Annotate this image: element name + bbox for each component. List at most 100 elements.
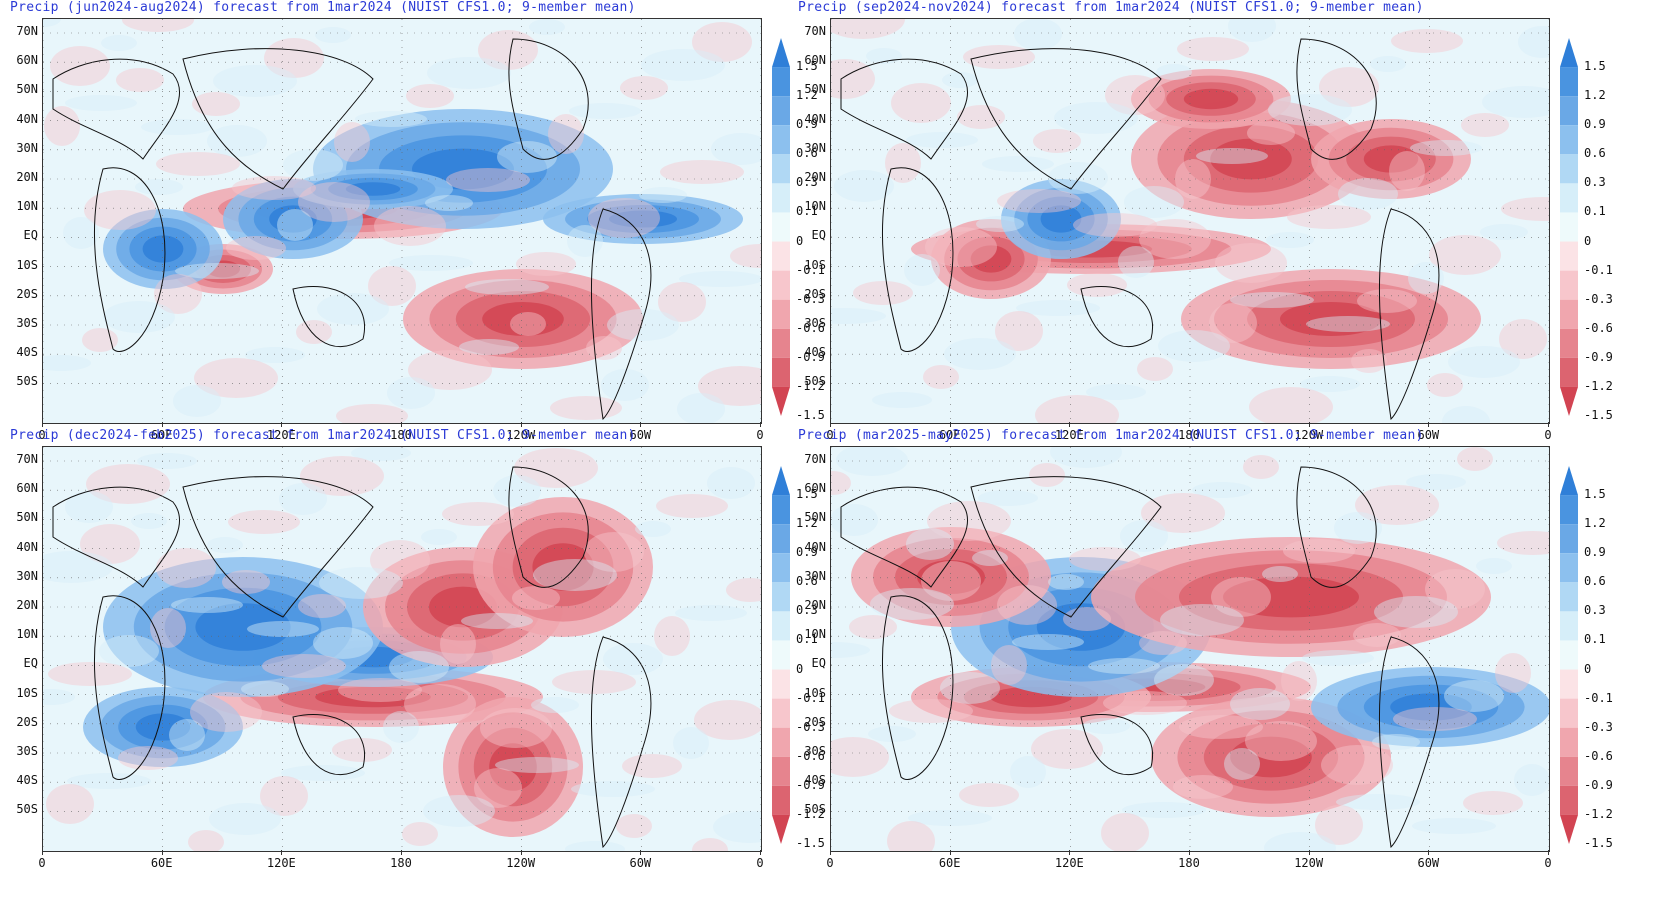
coastline [1378,208,1440,421]
longitude-label: 60E [150,428,173,442]
anomaly-texture [1429,235,1501,275]
anomaly-texture [1427,373,1463,397]
longitude-tick [1548,850,1549,855]
anomaly-texture [906,132,978,148]
precip-anomaly-map [42,446,762,852]
anomaly-texture [1266,232,1314,248]
colorbar-label: -0.1 [796,690,825,705]
anomaly-texture [44,106,80,146]
anomaly-texture [730,244,761,268]
anomaly-texture [957,105,1005,129]
colorbar-segment [772,698,790,728]
wet-anomaly-region [1223,576,1359,618]
anomaly-texture [1497,531,1549,555]
anomaly-texture [849,615,897,639]
coastline [881,595,954,780]
colorbar-segment [1560,67,1578,97]
anomaly-texture [1268,94,1352,126]
anomaly-texture [101,35,137,51]
anomaly-texture [283,149,343,181]
longitude-label: 60E [938,856,961,870]
colorbar-label: -1.2 [1584,806,1613,821]
colorbar-segment [1560,582,1578,612]
anomaly-texture [836,447,908,476]
longitude-tick [1428,850,1430,855]
anomaly-texture [1014,19,1062,50]
anomaly-texture [1082,718,1130,734]
anomaly-texture [616,814,652,838]
panel-title: Precip (dec2024-feb2025) forecast from 1… [10,428,636,443]
anomaly-texture [978,490,1038,506]
latitude-label: 60N [804,481,826,496]
anomaly-texture [831,308,886,324]
anomaly-texture [1211,577,1271,617]
anomaly-texture [831,19,905,39]
anomaly-texture [1160,604,1244,636]
anomaly-texture [1224,748,1260,780]
longitude-tick [401,422,402,427]
colorbar-segment [1560,611,1578,641]
colorbar-segment [772,669,790,699]
anomaly-texture [1448,346,1520,378]
anomaly-texture [831,504,878,536]
colorbar-segment [1560,553,1578,583]
colorbar-segment [772,524,790,554]
longitude-label: 120E [1054,428,1084,442]
anomaly-texture [43,19,61,27]
anomaly-texture [673,727,709,759]
wet-anomaly-region [1210,138,1292,180]
latitude-label: EQ [23,228,38,243]
anomaly-texture [319,567,403,599]
anomaly-texture [1480,224,1528,240]
anomaly-texture [260,776,308,816]
colorbar-segment [1560,524,1578,554]
anomaly-texture [831,737,889,777]
anomaly-texture [150,608,186,648]
anomaly-texture [531,697,579,713]
colorbar-segment [772,183,790,213]
anomaly-texture [908,810,992,826]
coastline [508,38,589,160]
colorbar-segment [772,582,790,612]
anomaly-texture [116,68,164,92]
anomaly-texture [1029,463,1065,487]
anomaly-texture [1124,186,1184,218]
anomaly-texture [1016,300,1100,316]
latitude-label: 20N [16,598,38,612]
latitude-label: 50S [16,802,38,817]
anomaly-texture [1370,56,1406,72]
coastline [182,48,374,190]
colorbar-segment [772,553,790,583]
colorbar-label: 1.5 [796,59,818,74]
latitude-label: 20N [804,170,826,184]
anomaly-texture [927,501,1011,541]
anomaly-texture [141,119,213,135]
anomaly-texture [1514,764,1549,796]
anomaly-texture [1412,818,1496,834]
anomaly-texture [1287,205,1371,229]
anomaly-texture [868,726,916,742]
anomaly-texture [1035,395,1119,423]
anomaly-texture [571,781,655,797]
anomaly-texture [1067,273,1127,297]
colorbar-label: -0.1 [796,262,825,277]
coastline [292,713,365,776]
longitude-tick [401,850,402,855]
anomaly-texture [493,475,541,507]
anomaly-texture [495,757,579,773]
colorbar-label: -1.2 [796,378,825,393]
colorbar [772,466,790,844]
anomaly-texture [940,672,1000,704]
anomaly-texture [1389,151,1425,191]
coastline [970,476,1162,618]
anomaly-texture [169,719,205,751]
anomaly-texture [923,365,959,389]
dry-anomaly-region [1040,205,1082,233]
anomaly-texture [959,783,1019,807]
colorbar-segment [1560,299,1578,329]
colorbar-segment [772,328,790,358]
precip-anomaly-map [830,18,1550,424]
anomaly-texture [654,616,690,656]
anomaly-texture [65,491,113,523]
anomaly-texture [1463,791,1523,815]
